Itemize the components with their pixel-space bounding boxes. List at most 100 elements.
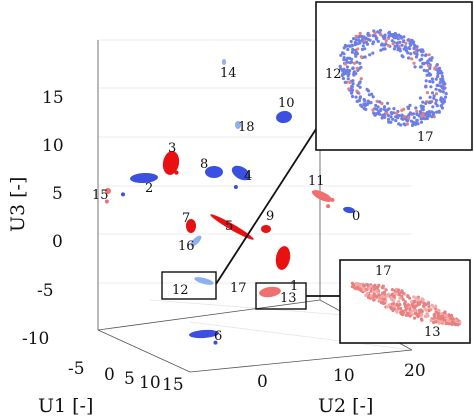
inset-12-point-12 bbox=[378, 28, 383, 32]
inset-13-point-13 bbox=[417, 302, 422, 306]
inset-12-point-12 bbox=[396, 37, 400, 41]
inset-13-point-17 bbox=[389, 296, 393, 300]
inset-13-point-17 bbox=[380, 294, 384, 298]
inset-12-point-17 bbox=[352, 61, 356, 65]
inset-12-point-12 bbox=[347, 44, 351, 48]
inset-12-point-12 bbox=[371, 34, 375, 38]
inset-12-point-12 bbox=[372, 29, 376, 33]
inset-13-point-17 bbox=[386, 294, 390, 298]
inset-12-point-17 bbox=[371, 108, 375, 112]
inset-12-point-12 bbox=[408, 103, 412, 107]
inset-12-point-12 bbox=[355, 60, 359, 64]
inset-12-point-17 bbox=[412, 61, 416, 65]
inset-12-point-12 bbox=[434, 98, 438, 102]
inset-12-point-12 bbox=[374, 103, 378, 108]
inset-12-point-17 bbox=[410, 57, 414, 61]
inset-12-point-12 bbox=[379, 48, 383, 52]
inset-13-point-13 bbox=[353, 286, 357, 290]
cluster-label-6: 6 bbox=[214, 329, 222, 344]
inset-12-point-12 bbox=[389, 120, 393, 124]
cluster-15-outlier-point bbox=[104, 199, 109, 204]
inset-13-point-17 bbox=[446, 319, 450, 323]
inset-12-point-12 bbox=[414, 55, 419, 59]
inset-13-label-17: 17 bbox=[375, 264, 392, 279]
inset-12-point-12 bbox=[376, 111, 380, 115]
y-tick-label: 20 bbox=[404, 361, 426, 381]
inset-12-point-12 bbox=[430, 110, 434, 114]
inset-12-point-12 bbox=[435, 110, 439, 114]
inset-12-point-12 bbox=[349, 39, 353, 44]
inset-12-point-12 bbox=[435, 83, 439, 87]
inset-13-point-13 bbox=[401, 311, 405, 315]
cluster-14-blob bbox=[222, 59, 226, 65]
inset-12-point-12 bbox=[432, 96, 436, 100]
inset-13-point-17 bbox=[426, 314, 430, 318]
cluster-15-blob bbox=[105, 188, 111, 194]
inset-12-point-12 bbox=[343, 80, 347, 84]
inset-12-point-12 bbox=[362, 35, 366, 39]
inset-13-point-17 bbox=[437, 309, 441, 313]
z-axis-title: U3 [-] bbox=[7, 177, 29, 232]
inset-13-point-17 bbox=[410, 299, 414, 304]
inset-12-point-17 bbox=[355, 66, 359, 70]
inset-12-point-12 bbox=[372, 111, 376, 116]
inset-12-point-12 bbox=[341, 76, 345, 81]
inset-12-point-12 bbox=[442, 98, 446, 102]
inset-12-point-12 bbox=[339, 53, 343, 57]
inset-13-point-17 bbox=[375, 289, 379, 293]
cluster-4-blob bbox=[231, 165, 251, 181]
inset-13-point-13 bbox=[380, 285, 384, 290]
inset-13-point-13 bbox=[380, 301, 384, 305]
inset-12-point-12 bbox=[424, 84, 428, 89]
inset-12-point-12 bbox=[441, 82, 446, 86]
inset-12: 12 17 bbox=[315, 1, 473, 151]
inset-12-point-12 bbox=[358, 34, 362, 38]
inset-13-point-13 bbox=[401, 291, 405, 295]
inset-12-point-12 bbox=[415, 112, 419, 116]
z-tick-label: 5 bbox=[52, 184, 63, 204]
inset-13-point-13 bbox=[443, 310, 447, 314]
inset-12-point-12 bbox=[357, 99, 361, 103]
inset-13-frame bbox=[339, 259, 471, 344]
inset-12-point-17 bbox=[421, 112, 425, 116]
inset-12-point-12 bbox=[353, 43, 357, 47]
inset-12-point-12 bbox=[425, 61, 429, 65]
inset-12-point-12 bbox=[351, 79, 355, 83]
inset-12-point-17 bbox=[358, 31, 362, 36]
inset-12-point-12 bbox=[430, 77, 434, 81]
inset-12-point-12 bbox=[382, 36, 386, 41]
inset-12-point-12 bbox=[392, 47, 396, 51]
inset-12-point-12 bbox=[365, 87, 369, 91]
inset-12-point-12 bbox=[380, 43, 384, 47]
inset-12-point-12 bbox=[437, 67, 441, 71]
inset-12-point-12 bbox=[341, 72, 345, 76]
inset-13-point-17 bbox=[362, 288, 366, 292]
inset-13-point-13 bbox=[415, 313, 419, 317]
inset-13-point-13 bbox=[426, 301, 431, 306]
inset-13-point-17 bbox=[394, 292, 399, 296]
back-wall-grid bbox=[98, 39, 412, 284]
inset-12-point-12 bbox=[396, 113, 400, 118]
cluster-12-blob bbox=[194, 277, 214, 285]
inset-13-point-13 bbox=[382, 297, 386, 301]
inset-13-point-17 bbox=[429, 318, 433, 322]
cluster-4-outlier-point bbox=[233, 185, 238, 190]
inset-12-point-12 bbox=[351, 66, 355, 71]
cluster-6-outlier-point bbox=[213, 340, 218, 345]
z-tick-label: 15 bbox=[42, 88, 64, 108]
inset-13-point-13 bbox=[359, 288, 363, 292]
inset-12-point-12 bbox=[352, 70, 356, 74]
inset-13-point-17 bbox=[413, 309, 417, 313]
cluster-7-blob bbox=[186, 219, 196, 233]
inset-12-point-12 bbox=[444, 95, 448, 99]
inset-12-point-17 bbox=[359, 77, 363, 81]
inset-13-point-13 bbox=[403, 300, 407, 304]
inset-12-point-12 bbox=[382, 107, 386, 111]
cluster-16-blob bbox=[190, 235, 202, 247]
inset-13-point-13 bbox=[419, 310, 423, 314]
inset-13-point-13 bbox=[372, 298, 376, 302]
inset-13-point-13 bbox=[399, 306, 403, 311]
inset-12-point-12 bbox=[431, 80, 435, 84]
inset-12-point-12 bbox=[408, 47, 412, 51]
